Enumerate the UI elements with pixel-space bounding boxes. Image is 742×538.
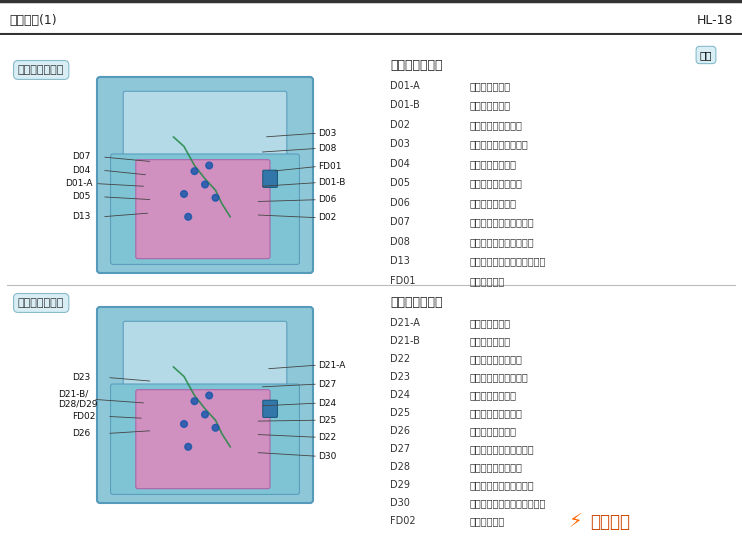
- Circle shape: [212, 424, 219, 431]
- Text: 驾驶席车门线束: 驾驶席车门线束: [18, 65, 65, 75]
- Text: D01-B: D01-B: [390, 101, 420, 110]
- Text: D13: D13: [390, 257, 410, 266]
- Text: D27: D27: [390, 444, 410, 454]
- Text: D05: D05: [390, 179, 410, 188]
- Text: 驾驶席车门扬声器: 驾驶席车门扬声器: [470, 198, 517, 208]
- FancyBboxPatch shape: [97, 307, 313, 503]
- Text: D07: D07: [72, 152, 91, 161]
- Text: 驾驶席电动室外后视镜: 驾驶席电动室外后视镜: [470, 139, 529, 150]
- Text: 连接底板线束: 连接底板线束: [470, 516, 505, 526]
- Text: 助手席压力式侧面碰撞传感器: 助手席压力式侧面碰撞传感器: [470, 498, 546, 508]
- Text: D08: D08: [390, 237, 410, 247]
- FancyBboxPatch shape: [123, 321, 287, 388]
- FancyBboxPatch shape: [111, 384, 300, 494]
- Text: D01-A: D01-A: [390, 81, 420, 91]
- Text: D21-B/
D28/D29: D21-B/ D28/D29: [58, 390, 97, 409]
- Text: 助手席安全电动门窗开关: 助手席安全电动门窗开关: [470, 480, 535, 490]
- Text: 助手席门锁执行器: 助手席门锁执行器: [470, 390, 517, 400]
- Text: 助手席车门模块: 助手席车门模块: [470, 318, 511, 328]
- Text: 驾驶席车门模块: 驾驶席车门模块: [470, 101, 511, 110]
- Circle shape: [212, 194, 219, 201]
- Text: D01-A: D01-A: [65, 179, 93, 188]
- Circle shape: [191, 168, 198, 174]
- Text: D05: D05: [72, 192, 91, 201]
- Text: D04: D04: [72, 166, 91, 175]
- Text: FD01: FD01: [390, 276, 416, 286]
- Circle shape: [206, 392, 212, 399]
- Text: HL-18: HL-18: [697, 14, 733, 27]
- Text: D30: D30: [390, 498, 410, 508]
- Text: D25: D25: [318, 416, 336, 424]
- Text: D27: D27: [318, 380, 336, 388]
- Circle shape: [180, 421, 188, 427]
- Text: FD01: FD01: [318, 162, 341, 171]
- Text: D08: D08: [318, 144, 336, 153]
- Circle shape: [202, 181, 209, 188]
- Text: D21-B: D21-B: [390, 336, 420, 346]
- Text: 驾驶席车门模块: 驾驶席车门模块: [470, 81, 511, 91]
- FancyBboxPatch shape: [263, 170, 278, 187]
- Text: 驾驶席门锁执行器: 驾驶席门锁执行器: [470, 159, 517, 169]
- Text: D03: D03: [390, 139, 410, 150]
- Text: D29: D29: [390, 480, 410, 490]
- Text: 驾驶席集成记忆系统开关: 驾驶席集成记忆系统开关: [470, 237, 535, 247]
- Text: D26: D26: [390, 426, 410, 436]
- Circle shape: [191, 398, 198, 405]
- Text: 助手席车门线束: 助手席车门线束: [18, 298, 65, 308]
- Text: D21-A: D21-A: [390, 318, 420, 328]
- Circle shape: [206, 162, 212, 169]
- Text: D25: D25: [390, 408, 410, 418]
- Text: 助手席电动门窗电机: 助手席电动门窗电机: [470, 354, 523, 364]
- Text: 助手席电动门窗开关: 助手席电动门窗开关: [470, 462, 523, 472]
- FancyBboxPatch shape: [136, 160, 270, 259]
- Text: D28: D28: [390, 462, 410, 472]
- Text: D23: D23: [72, 373, 91, 382]
- FancyBboxPatch shape: [111, 154, 300, 264]
- Circle shape: [180, 190, 188, 197]
- Text: D07: D07: [390, 217, 410, 228]
- Text: D06: D06: [390, 198, 410, 208]
- Text: D30: D30: [318, 452, 336, 461]
- Text: 驾驶席电动门窗电机: 驾驶席电动门窗电机: [470, 120, 523, 130]
- FancyBboxPatch shape: [123, 91, 287, 158]
- Text: D24: D24: [390, 390, 410, 400]
- Text: D13: D13: [72, 213, 91, 221]
- FancyBboxPatch shape: [136, 390, 270, 489]
- Text: 助手席智能钥匙外侧手柄: 助手席智能钥匙外侧手柄: [470, 444, 535, 454]
- Text: D22: D22: [318, 433, 336, 442]
- Circle shape: [202, 411, 209, 418]
- Text: 连接底板线束: 连接底板线束: [470, 276, 505, 286]
- Text: D02: D02: [318, 213, 336, 222]
- Text: 汽修帮手: 汽修帮手: [590, 513, 630, 531]
- Text: ⚡: ⚡: [568, 513, 582, 532]
- Text: D06: D06: [318, 195, 336, 204]
- Text: D02: D02: [390, 120, 410, 130]
- Text: 助手席电动室外后视镜: 助手席电动室外后视镜: [470, 372, 529, 382]
- Circle shape: [185, 443, 191, 450]
- Text: 助手席车门扬声器: 助手席车门扬声器: [470, 426, 517, 436]
- Text: FD02: FD02: [390, 516, 416, 526]
- Text: D26: D26: [72, 429, 91, 438]
- Text: 驾驶席压力式侧面碰撞传感器: 驾驶席压力式侧面碰撞传感器: [470, 257, 546, 266]
- Text: 助手席车门线束: 助手席车门线束: [390, 296, 442, 309]
- Circle shape: [185, 214, 191, 220]
- Text: 助手席安全门窗模块: 助手席安全门窗模块: [470, 408, 523, 418]
- Text: D01-B: D01-B: [318, 178, 345, 187]
- Text: 驾驶席车门线束: 驾驶席车门线束: [390, 60, 442, 73]
- FancyBboxPatch shape: [97, 77, 313, 273]
- Text: D22: D22: [390, 354, 410, 364]
- Text: 驾驶席智能钥匙外侧手柄: 驾驶席智能钥匙外侧手柄: [470, 217, 535, 228]
- Text: FD02: FD02: [72, 412, 96, 421]
- Text: D21-A: D21-A: [318, 360, 345, 370]
- Text: 左舱: 左舱: [700, 50, 712, 60]
- Text: D04: D04: [390, 159, 410, 169]
- FancyBboxPatch shape: [263, 400, 278, 417]
- Text: 车门线束(1): 车门线束(1): [9, 14, 56, 27]
- Text: D24: D24: [318, 399, 336, 408]
- Text: 驾驶席安全门窗模块: 驾驶席安全门窗模块: [470, 179, 523, 188]
- Text: 助手席车门模块: 助手席车门模块: [470, 336, 511, 346]
- Text: D03: D03: [318, 129, 336, 138]
- Text: D23: D23: [390, 372, 410, 382]
